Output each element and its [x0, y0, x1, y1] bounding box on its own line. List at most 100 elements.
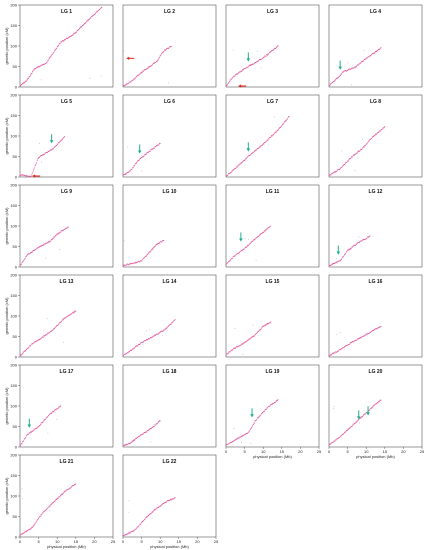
data-point: [138, 74, 140, 76]
data-point: [371, 54, 372, 56]
data-point: [341, 73, 342, 75]
data-point: [143, 520, 145, 521]
x-tick-label: 5: [140, 539, 143, 544]
data-point: [334, 440, 336, 442]
panel-lg-18: LG 18: [122, 364, 217, 448]
data-point: [158, 57, 160, 59]
data-point: [254, 150, 256, 152]
data-point: [234, 328, 236, 329]
data-point: [335, 171, 337, 173]
data-point: [332, 173, 334, 175]
data-point: [340, 348, 342, 350]
data-point: [149, 66, 151, 68]
data-point: [51, 149, 53, 151]
data-point: [377, 50, 379, 52]
panel-lg-5: LG 5 0 50 100 150 200 genetic position (cM): [4, 92, 114, 179]
data-point: [253, 151, 255, 153]
data-point: [37, 247, 39, 249]
data-point: [34, 166, 36, 168]
data-point: [97, 10, 99, 12]
data-point: [60, 405, 62, 407]
data-point: [38, 426, 40, 428]
y-tick-label: 200: [10, 362, 17, 367]
data-point: [149, 251, 151, 253]
data-point: [335, 258, 337, 260]
data-point: [251, 241, 252, 243]
data-point: [160, 505, 161, 507]
data-point: [40, 338, 42, 339]
data-point: [147, 67, 149, 69]
data-point: [158, 332, 160, 334]
data-point: [348, 429, 350, 430]
data-point: [138, 525, 140, 527]
panel-lg-8: LG 8: [328, 94, 423, 178]
data-point: [159, 332, 161, 334]
green-arrow-head: [250, 414, 254, 418]
data-point: [288, 116, 290, 118]
data-point: [251, 426, 253, 428]
data-point: [259, 234, 261, 236]
data-point: [244, 159, 246, 160]
data-point: [333, 80, 335, 82]
data-point: [62, 341, 64, 343]
data-point: [35, 68, 37, 70]
data-point: [132, 348, 134, 350]
data-point: [34, 250, 36, 251]
data-point: [146, 330, 148, 332]
data-point: [377, 402, 379, 404]
data-point: [347, 160, 349, 162]
data-point: [133, 166, 134, 168]
data-point: [54, 411, 56, 413]
data-point: [247, 340, 249, 342]
data-point: [44, 335, 46, 337]
data-point: [376, 50, 378, 52]
data-point: [128, 264, 130, 266]
data-point: [352, 156, 354, 158]
data-point: [49, 57, 50, 59]
panel-frame: [19, 364, 114, 448]
data-point: [261, 413, 263, 414]
y-axis-label: genetic position (cM): [4, 117, 9, 155]
data-point: [158, 506, 160, 508]
y-tick-label: 100: [10, 403, 17, 408]
data-point: [53, 236, 55, 238]
data-point: [59, 42, 61, 44]
y-tick-label: 150: [10, 473, 17, 478]
data-point: [272, 134, 274, 136]
data-point: [150, 337, 152, 339]
panel-lg-2: LG 2: [122, 4, 217, 88]
data-point: [44, 335, 46, 337]
data-point: [277, 400, 279, 401]
data-point: [273, 133, 275, 135]
data-point: [253, 239, 255, 241]
data-point: [330, 353, 332, 355]
x-axis-label: physical position (Mb): [47, 544, 86, 549]
panel-title: LG 7: [267, 99, 278, 105]
data-point: [52, 148, 54, 150]
y-axis-label: genetic position (cM): [4, 387, 9, 425]
data-point: [351, 425, 353, 427]
data-point: [367, 57, 369, 59]
data-point: [245, 341, 247, 343]
data-point: [140, 157, 142, 159]
data-point: [131, 349, 133, 351]
data-point: [263, 143, 265, 145]
data-point: [355, 66, 357, 68]
data-point: [23, 259, 25, 261]
data-point: [45, 418, 46, 420]
x-tick-label: 20: [195, 539, 200, 544]
data-point: [40, 79, 42, 81]
data-point: [21, 442, 23, 444]
data-point: [91, 15, 93, 17]
data-point: [66, 227, 68, 229]
data-point: [237, 165, 239, 167]
panel-frame: [122, 94, 217, 178]
data-point: [146, 68, 148, 70]
data-point: [235, 167, 237, 169]
green-arrow-head: [338, 66, 342, 70]
data-point: [123, 240, 125, 242]
data-point: [245, 67, 247, 69]
data-point: [89, 77, 91, 79]
data-point: [365, 413, 367, 415]
